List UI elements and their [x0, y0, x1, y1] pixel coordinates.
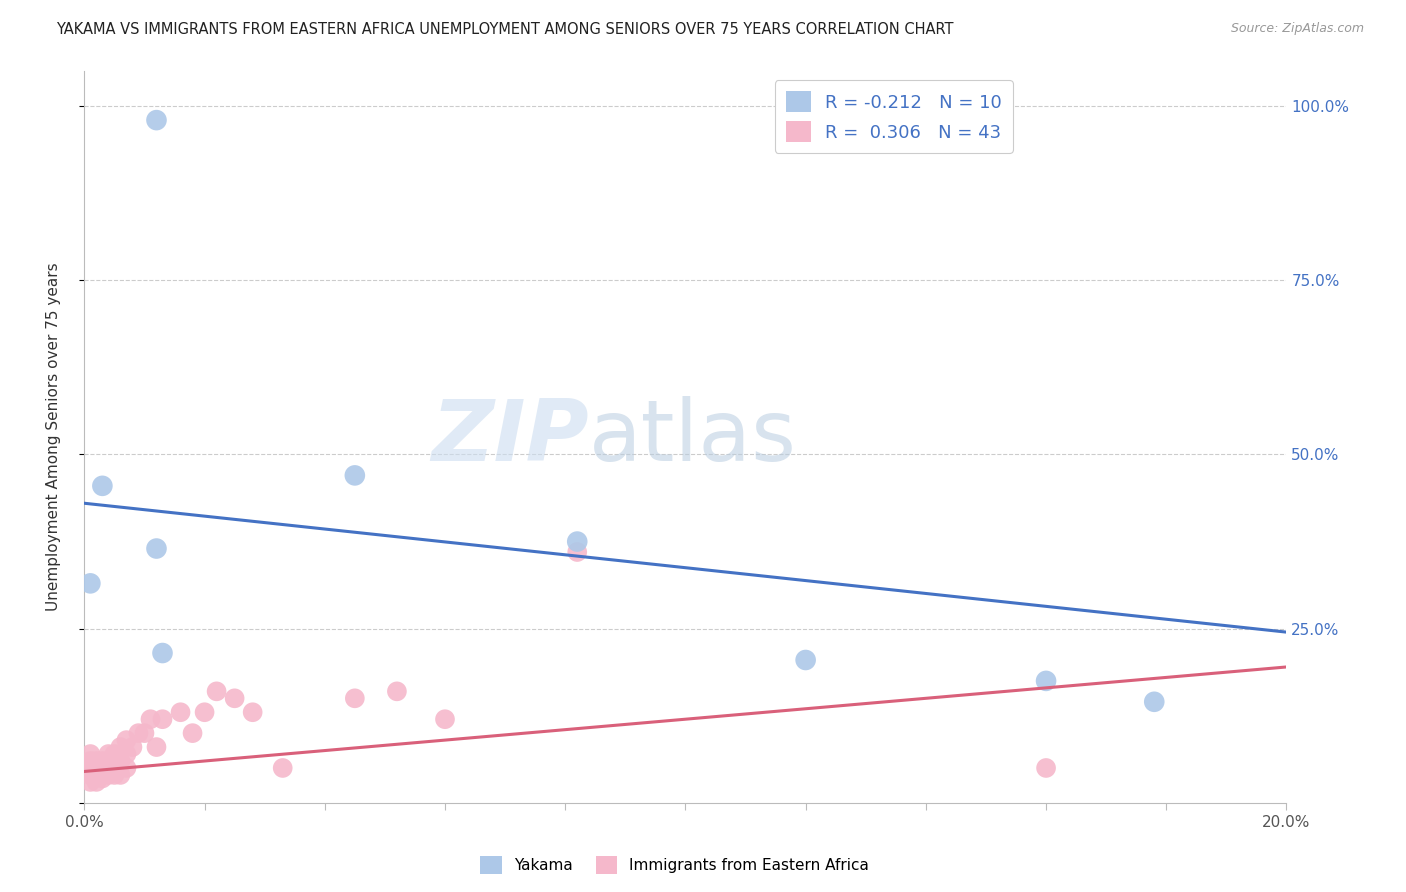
Legend: Yakama, Immigrants from Eastern Africa: Yakama, Immigrants from Eastern Africa: [474, 850, 876, 880]
Text: YAKAMA VS IMMIGRANTS FROM EASTERN AFRICA UNEMPLOYMENT AMONG SENIORS OVER 75 YEAR: YAKAMA VS IMMIGRANTS FROM EASTERN AFRICA…: [56, 22, 953, 37]
Point: [145, 113, 167, 128]
Point: [79, 754, 101, 768]
Point: [145, 740, 167, 755]
Text: Source: ZipAtlas.com: Source: ZipAtlas.com: [1230, 22, 1364, 36]
Point: [205, 684, 228, 698]
Point: [127, 726, 149, 740]
Point: [110, 768, 132, 782]
Point: [97, 754, 120, 768]
Point: [91, 754, 114, 768]
Point: [110, 740, 132, 755]
Point: [79, 576, 101, 591]
Point: [181, 726, 204, 740]
Point: [91, 479, 114, 493]
Point: [121, 740, 143, 755]
Point: [169, 705, 191, 719]
Point: [242, 705, 264, 719]
Point: [103, 768, 125, 782]
Point: [97, 747, 120, 761]
Point: [343, 691, 366, 706]
Point: [152, 646, 174, 660]
Point: [343, 468, 366, 483]
Point: [115, 761, 138, 775]
Point: [103, 747, 125, 761]
Point: [385, 684, 408, 698]
Point: [145, 541, 167, 556]
Point: [567, 545, 589, 559]
Point: [91, 768, 114, 782]
Point: [271, 761, 294, 775]
Point: [567, 534, 589, 549]
Point: [86, 768, 108, 782]
Point: [110, 754, 132, 768]
Point: [1143, 695, 1166, 709]
Point: [79, 775, 101, 789]
Point: [86, 754, 108, 768]
Point: [91, 772, 114, 786]
Point: [139, 712, 162, 726]
Point: [134, 726, 156, 740]
Point: [434, 712, 457, 726]
Text: atlas: atlas: [589, 395, 797, 479]
Text: ZIP: ZIP: [432, 395, 589, 479]
Point: [152, 712, 174, 726]
Point: [224, 691, 246, 706]
Point: [79, 761, 101, 775]
Point: [79, 768, 101, 782]
Point: [91, 761, 114, 775]
Legend: R = -0.212   N = 10, R =  0.306   N = 43: R = -0.212 N = 10, R = 0.306 N = 43: [775, 80, 1012, 153]
Point: [1035, 673, 1057, 688]
Point: [86, 761, 108, 775]
Point: [86, 775, 108, 789]
Point: [194, 705, 217, 719]
Point: [103, 761, 125, 775]
Y-axis label: Unemployment Among Seniors over 75 years: Unemployment Among Seniors over 75 years: [46, 263, 60, 611]
Point: [115, 747, 138, 761]
Point: [1035, 761, 1057, 775]
Point: [115, 733, 138, 747]
Point: [79, 747, 101, 761]
Point: [794, 653, 817, 667]
Point: [97, 768, 120, 782]
